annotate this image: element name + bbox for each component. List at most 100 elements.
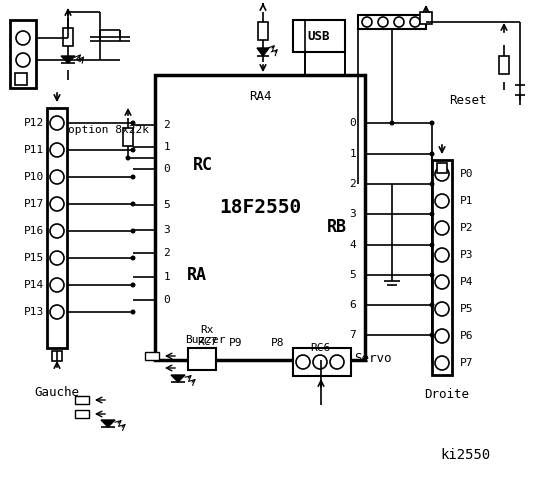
Text: P12: P12	[24, 118, 44, 128]
Text: P5: P5	[460, 304, 473, 314]
Bar	[358, 15, 426, 29]
Text: P13: P13	[24, 307, 44, 317]
Circle shape	[430, 181, 435, 187]
Circle shape	[16, 53, 30, 67]
Text: P9: P9	[229, 338, 243, 348]
Text: Rx: Rx	[200, 325, 214, 335]
Circle shape	[50, 278, 64, 292]
Text: 0: 0	[164, 295, 170, 305]
Circle shape	[435, 221, 449, 235]
Text: P11: P11	[24, 145, 44, 155]
Text: 1: 1	[349, 149, 356, 159]
Text: RB: RB	[327, 218, 347, 237]
Circle shape	[394, 17, 404, 27]
Circle shape	[435, 302, 449, 316]
Circle shape	[435, 356, 449, 370]
Polygon shape	[257, 48, 269, 56]
Circle shape	[389, 120, 394, 125]
Text: P4: P4	[460, 277, 473, 287]
Circle shape	[50, 197, 64, 211]
Text: P2: P2	[460, 223, 473, 233]
Bar	[293, 20, 345, 52]
Text: P3: P3	[460, 250, 473, 260]
Circle shape	[131, 255, 135, 261]
Bar	[293, 348, 351, 376]
Text: USB: USB	[308, 29, 330, 43]
Circle shape	[430, 152, 435, 156]
Circle shape	[435, 248, 449, 262]
Bar	[188, 348, 216, 370]
Circle shape	[126, 156, 131, 160]
Circle shape	[330, 355, 344, 369]
Text: 3: 3	[164, 225, 170, 235]
Circle shape	[430, 212, 435, 216]
Circle shape	[430, 333, 435, 337]
Circle shape	[50, 251, 64, 265]
Bar	[155, 75, 365, 360]
Circle shape	[131, 147, 135, 153]
Text: 1: 1	[164, 272, 170, 282]
Circle shape	[430, 302, 435, 308]
Text: RA: RA	[187, 266, 207, 284]
Bar	[432, 160, 452, 375]
Circle shape	[430, 273, 435, 277]
Circle shape	[131, 202, 135, 206]
Text: P6: P6	[460, 331, 473, 341]
Text: 0: 0	[164, 164, 170, 174]
Circle shape	[131, 310, 135, 314]
Text: Buzzer: Buzzer	[185, 335, 225, 345]
Text: 5: 5	[164, 200, 170, 210]
Circle shape	[296, 355, 310, 369]
Bar	[258, 22, 268, 40]
Text: 6: 6	[349, 300, 356, 310]
Circle shape	[430, 242, 435, 248]
Circle shape	[16, 31, 30, 45]
Polygon shape	[61, 56, 75, 63]
Text: P1: P1	[460, 196, 473, 206]
Circle shape	[50, 116, 64, 130]
Text: P0: P0	[460, 169, 473, 179]
Circle shape	[131, 120, 135, 125]
Bar	[437, 163, 447, 173]
Text: 3: 3	[349, 209, 356, 219]
Circle shape	[50, 224, 64, 238]
Text: Servo: Servo	[354, 351, 392, 364]
Text: 1: 1	[164, 142, 170, 152]
Text: RA4: RA4	[249, 91, 272, 104]
Text: Droite: Droite	[425, 388, 469, 401]
Circle shape	[435, 329, 449, 343]
Polygon shape	[171, 375, 185, 382]
Bar	[52, 351, 62, 361]
Bar	[420, 12, 432, 24]
Bar	[145, 352, 159, 360]
Text: P16: P16	[24, 226, 44, 236]
Circle shape	[50, 170, 64, 184]
Text: 5: 5	[349, 270, 356, 280]
Text: Reset: Reset	[449, 94, 487, 107]
Circle shape	[313, 355, 327, 369]
Bar	[63, 28, 73, 46]
Circle shape	[378, 17, 388, 27]
Text: option 8x22k: option 8x22k	[67, 125, 149, 135]
Circle shape	[50, 143, 64, 157]
Circle shape	[430, 120, 435, 125]
Bar	[15, 73, 27, 85]
Text: 4: 4	[349, 240, 356, 250]
Circle shape	[435, 275, 449, 289]
Circle shape	[435, 194, 449, 208]
Circle shape	[435, 167, 449, 181]
Circle shape	[131, 175, 135, 180]
Text: RC6: RC6	[310, 343, 330, 353]
Text: ki2550: ki2550	[440, 448, 490, 462]
Text: 7: 7	[349, 330, 356, 340]
Circle shape	[50, 305, 64, 319]
Text: RC: RC	[193, 156, 213, 174]
Circle shape	[131, 283, 135, 288]
Text: P17: P17	[24, 199, 44, 209]
Text: RC7: RC7	[197, 337, 217, 347]
Bar	[47, 108, 67, 348]
Text: 18F2550: 18F2550	[219, 198, 301, 217]
Polygon shape	[101, 420, 115, 427]
Text: 2: 2	[349, 179, 356, 189]
Bar	[499, 56, 509, 74]
